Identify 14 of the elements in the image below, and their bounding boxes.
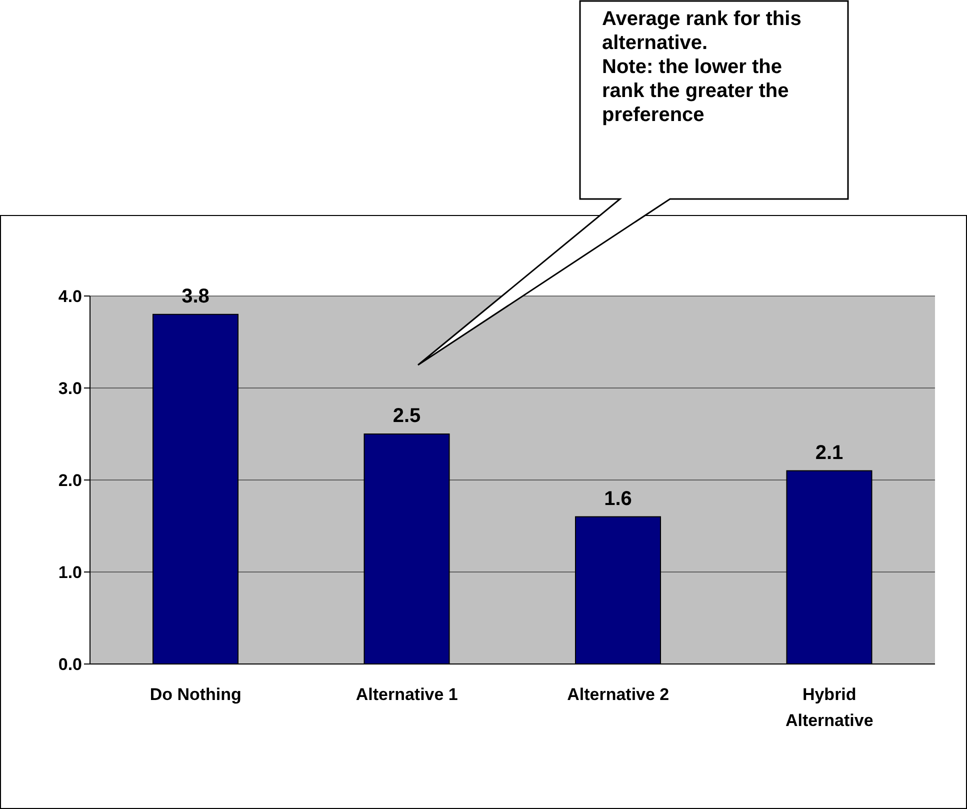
y-tick-label: 3.0 (58, 379, 82, 398)
x-tick-label: Alternative 2 (567, 685, 670, 704)
text: Average rank for this alternative. Note: the lower the rank the greater the preference (602, 7, 802, 127)
data-label: 2.1 (815, 442, 844, 464)
y-tick-label: 1.0 (58, 563, 82, 582)
y-tick-label: 0.0 (58, 655, 82, 674)
y-tick-label: 4.0 (58, 287, 82, 306)
x-tick-label: Hybrid Alternative (785, 685, 874, 730)
x-tick-label: Do Nothing (150, 685, 242, 704)
data-label: 3.8 (182, 285, 210, 308)
data-label: 1.6 (604, 488, 632, 510)
x-tick-label: Alternative 1 (356, 685, 458, 704)
y-tick-label: 2.0 (58, 471, 82, 490)
data-label: 2.5 (392, 405, 421, 427)
